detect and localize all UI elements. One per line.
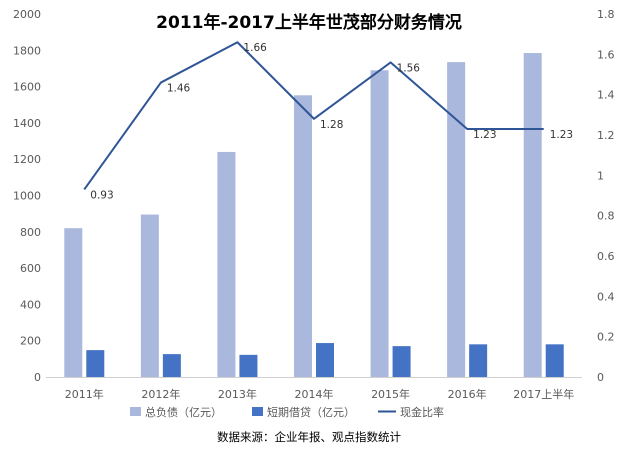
y-right-tick-label: 1.8 (597, 8, 615, 21)
bar-short-term-borrowing (316, 343, 334, 377)
x-tick-label: 2011年 (65, 387, 104, 401)
y-right-tick-label: 0.8 (597, 210, 615, 223)
data-label-cash-ratio: 1.23 (550, 129, 573, 141)
y-left-tick-label: 2000 (13, 8, 41, 21)
bar-total-liabilities (523, 53, 542, 378)
x-tick-label: 2014年 (295, 387, 334, 401)
legend-swatch (252, 407, 263, 416)
legend-swatch (130, 407, 141, 416)
line-cash-ratio (83, 41, 544, 191)
y-right-tick-label: 0.6 (597, 250, 615, 263)
data-label-cash-ratio: 1.28 (320, 119, 343, 131)
bar-total-liabilities (217, 151, 236, 377)
legend-item-label: 短期借贷（亿元） (267, 405, 355, 419)
legend-item-label: 现金比率 (400, 405, 444, 419)
y-left-tick-label: 1600 (13, 81, 41, 94)
chart-title: 2011年-2017上半年世茂部分财务情况 (156, 13, 462, 33)
data-label-cash-ratio: 1.56 (397, 62, 421, 74)
y-right-tick-label: 1 (597, 169, 604, 182)
data-label-cash-ratio: 1.66 (243, 42, 267, 54)
y-left-tick-label: 1800 (13, 44, 41, 57)
x-tick-label: 2017上半年 (513, 387, 574, 401)
bar-total-liabilities (370, 70, 389, 377)
bar-short-term-borrowing (392, 346, 411, 377)
x-tick-label: 2016年 (448, 387, 487, 401)
bar-short-term-borrowing (239, 354, 258, 377)
legend-item-label: 总负债（亿元） (145, 405, 222, 419)
bar-short-term-borrowing (469, 344, 488, 377)
y-right-tick-label: 1.4 (597, 89, 615, 102)
bar-total-liabilities (140, 214, 159, 377)
y-right-tick-label: 0 (597, 371, 604, 384)
bar-total-liabilities (294, 95, 312, 377)
y-right-tick-label: 1.6 (597, 48, 615, 61)
bar-short-term-borrowing (162, 354, 181, 377)
x-tick-label: 2012年 (141, 387, 180, 401)
bar-short-term-borrowing (545, 344, 564, 377)
y-right-tick-label: 0.2 (597, 331, 615, 344)
y-left-tick-label: 600 (20, 262, 41, 275)
y-left-tick-label: 1200 (13, 153, 41, 166)
y-left-tick-label: 400 (20, 298, 41, 311)
x-tick-label: 2013年 (218, 387, 257, 401)
data-label-cash-ratio: 0.93 (90, 189, 113, 201)
y-right-tick-label: 0.4 (597, 290, 615, 303)
y-left-tick-label: 800 (20, 226, 41, 239)
source-note: 数据来源：企业年报、观点指数统计 (217, 430, 401, 444)
bar-total-liabilities (447, 62, 466, 377)
y-left-tick-label: 1000 (13, 190, 41, 203)
bar-total-liabilities (64, 228, 83, 377)
data-label-cash-ratio: 1.23 (473, 129, 496, 141)
y-left-tick-label: 200 (20, 335, 41, 348)
bar-short-term-borrowing (86, 350, 105, 377)
x-tick-label: 2015年 (371, 387, 410, 401)
data-label-cash-ratio: 1.46 (167, 83, 191, 95)
y-left-tick-label: 1400 (13, 117, 41, 130)
y-right-tick-label: 1.2 (597, 129, 615, 142)
y-left-tick-label: 0 (34, 371, 41, 384)
